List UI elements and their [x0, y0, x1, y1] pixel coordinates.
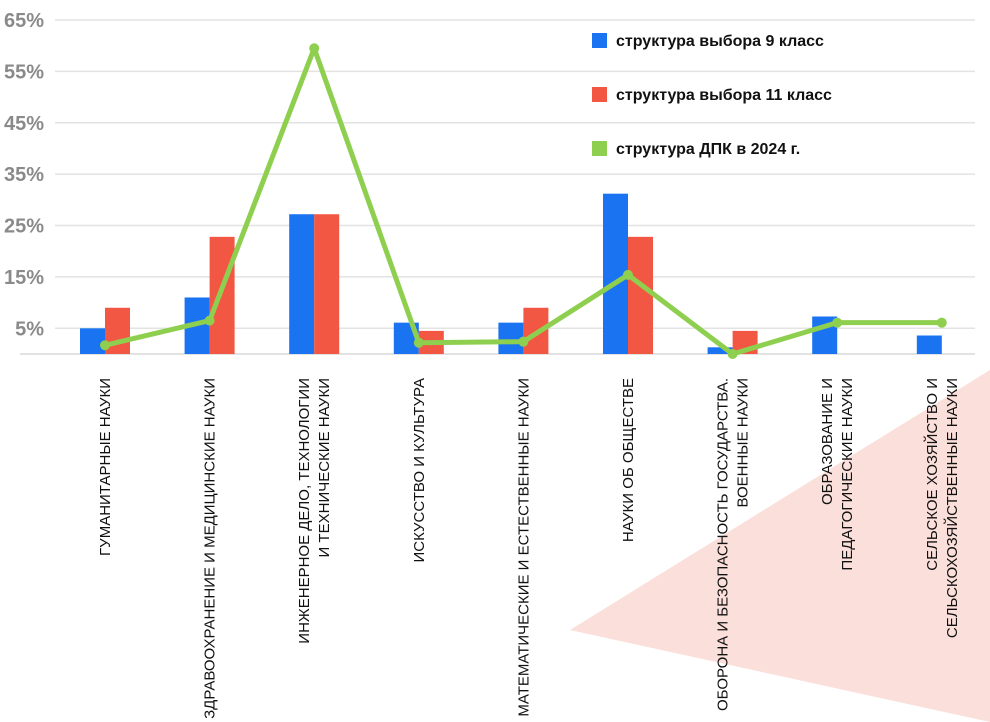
legend-swatch [592, 141, 607, 156]
y-tick-label: 25% [4, 216, 44, 238]
category-label: И ТЕХНИЧЕСКИЕ НАУКИ [316, 378, 333, 558]
category-label: ВОЕННЫЕ НАУКИ [735, 378, 752, 508]
dpk-point [518, 336, 529, 347]
category-label: ЗДРАВООХРАНЕНИЕ И МЕДИЦИНСКИЕ НАУКИ [202, 378, 219, 719]
y-tick-label: 65% [4, 10, 44, 32]
y-tick-label: 45% [4, 113, 44, 135]
bar-grade9 [707, 347, 733, 354]
category-label: СЕЛЬСКОЕ ХОЗЯЙСТВО И [923, 378, 941, 571]
decorative-triangle [570, 370, 990, 722]
bar-grade9 [80, 328, 105, 354]
line-layer [100, 43, 947, 359]
category-label: ОБОРОНА И БЕЗОПАСНОСТЬ ГОСУДАРСТВА. [715, 378, 732, 711]
dpk-point [623, 269, 633, 280]
category-label: МАТЕМАТИЧЕСКИЕ И ЕСТЕСТВЕННЫЕ НАУКИ [515, 378, 532, 717]
category-label: ИНЖЕНЕРНОЕ ДЕЛО, ТЕХНОЛОГИИ [296, 378, 313, 644]
legend-swatch [592, 33, 607, 48]
y-axis-ticks: 5% 15% 25% 35% 45% 55% 65% [4, 10, 44, 340]
dpk-point [309, 43, 320, 54]
legend-label: структура выбора 11 класс [616, 87, 832, 104]
dpk-point [100, 340, 110, 351]
grid-layer [20, 19, 975, 355]
category-label: ПЕДАГОГИЧЕСКИЕ НАУКИ [839, 378, 856, 571]
dpk-point [413, 337, 424, 348]
dpk-point [832, 317, 843, 328]
y-tick-label: 5% [15, 318, 44, 340]
y-tick-label: 35% [4, 164, 44, 186]
bar-grade11 [314, 214, 340, 354]
dpk-point [936, 317, 947, 328]
legend-swatch [592, 87, 607, 102]
legend-label: структура выбора 9 класс [616, 33, 824, 50]
bar-grade11 [209, 236, 235, 354]
bar-grade9 [498, 322, 524, 354]
category-label: ИСКУССТВО И КУЛЬТУРА [411, 378, 428, 563]
dpk-point [204, 315, 215, 326]
legend-label: структура ДПК в 2024 г. [616, 141, 800, 158]
dpk-point [727, 349, 738, 359]
y-tick-label: 55% [4, 61, 44, 83]
category-label: СЕЛЬСКОХОЗЯЙСТВЕННЫЕ НАУКИ [943, 378, 961, 638]
bar-grade9 [289, 214, 315, 354]
bar-grade9 [916, 335, 942, 354]
x-axis-labels: ГУМАНИТАРНЫЕ НАУКИ ЗДРАВООХРАНЕНИЕ И МЕДИ… [97, 378, 961, 719]
bar-grade11 [628, 236, 653, 354]
category-label: НАУКИ ОБ ОБЩЕСТВЕ [620, 378, 637, 542]
y-tick-label: 15% [4, 267, 44, 289]
category-label: ГУМАНИТАРНЫЕ НАУКИ [97, 378, 114, 556]
category-label: ОБРАЗОВАНИЕ И [819, 378, 836, 505]
legend: структура выбора 9 класс структура выбора… [592, 33, 832, 158]
bars-layer [80, 193, 942, 354]
